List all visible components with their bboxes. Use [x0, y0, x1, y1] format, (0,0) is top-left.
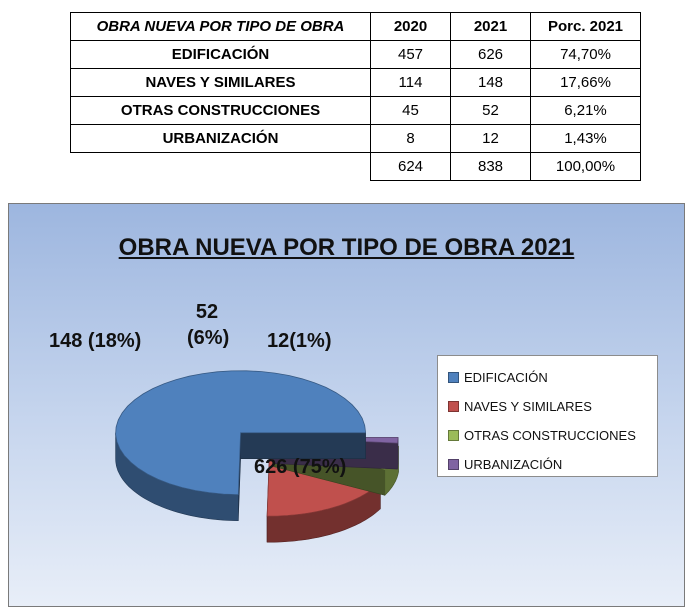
table-title: OBRA NUEVA POR TIPO DE OBRA	[70, 12, 371, 41]
data-table: OBRA NUEVA POR TIPO DE OBRA 2020 2021 Po…	[70, 12, 641, 181]
row-label: OTRAS CONSTRUCCIONES	[70, 96, 371, 125]
legend-label: NAVES Y SIMILARES	[464, 399, 592, 414]
column-header-2021: 2021	[450, 12, 531, 41]
row-label: NAVES Y SIMILARES	[70, 68, 371, 97]
cell-percent: 6,21%	[530, 96, 641, 125]
total-2020: 624	[370, 152, 451, 181]
legend-item: URBANIZACIÓN	[448, 450, 657, 479]
legend-label: EDIFICACIÓN	[464, 370, 548, 385]
cell-percent: 17,66%	[530, 68, 641, 97]
table-header-row: OBRA NUEVA POR TIPO DE OBRA 2020 2021 Po…	[70, 12, 641, 41]
cell-2020: 45	[370, 96, 451, 125]
data-label-naves: 148 (18%)	[49, 330, 142, 352]
legend-swatch	[448, 401, 459, 412]
data-label-edificacion: 626 (75%)	[254, 456, 347, 478]
table-total-row: 624 838 100,00%	[71, 152, 641, 181]
legend-item: OTRAS CONSTRUCCIONES	[448, 421, 657, 450]
cell-2021: 148	[450, 68, 531, 97]
table-row: URBANIZACIÓN 8 12 1,43%	[70, 124, 641, 153]
cell-percent: 1,43%	[530, 124, 641, 153]
legend-label: OTRAS CONSTRUCCIONES	[464, 428, 636, 443]
cell-2021: 52	[450, 96, 531, 125]
legend-swatch	[448, 430, 459, 441]
pie-chart	[115, 370, 399, 543]
legend-label: URBANIZACIÓN	[464, 457, 563, 472]
table-row: EDIFICACIÓN 457 626 74,70%	[70, 40, 641, 69]
total-blank-cell	[71, 153, 371, 181]
pie-slice-edificacion	[115, 370, 367, 522]
table-row: OTRAS CONSTRUCCIONES 45 52 6,21%	[70, 96, 641, 125]
data-label-urbanizacion: 12(1%)	[267, 330, 332, 352]
cell-percent: 74,70%	[530, 40, 641, 69]
legend-swatch	[448, 459, 459, 470]
table-row: NAVES Y SIMILARES 114 148 17,66%	[70, 68, 641, 97]
legend-item: NAVES Y SIMILARES	[448, 392, 657, 421]
row-label: EDIFICACIÓN	[70, 40, 371, 69]
cell-2020: 114	[370, 68, 451, 97]
legend-item: EDIFICACIÓN	[448, 363, 657, 392]
total-2021: 838	[450, 152, 531, 181]
cell-2020: 8	[370, 124, 451, 153]
total-percent: 100,00%	[530, 152, 641, 181]
chart-title: OBRA NUEVA POR TIPO DE OBRA 2021	[118, 234, 575, 261]
cell-2021: 12	[450, 124, 531, 153]
data-label-otras: 52 (6%)	[187, 301, 230, 349]
chart-panel: OBRA NUEVA POR TIPO DE OBRA 2021 626 (75…	[8, 203, 685, 607]
cell-2020: 457	[370, 40, 451, 69]
legend-swatch	[448, 372, 459, 383]
column-header-2020: 2020	[370, 12, 451, 41]
cell-2021: 626	[450, 40, 531, 69]
row-label: URBANIZACIÓN	[70, 124, 371, 153]
chart-legend: EDIFICACIÓN NAVES Y SIMILARES OTRAS CONS…	[437, 355, 658, 477]
column-header-percent: Porc. 2021	[530, 12, 641, 41]
